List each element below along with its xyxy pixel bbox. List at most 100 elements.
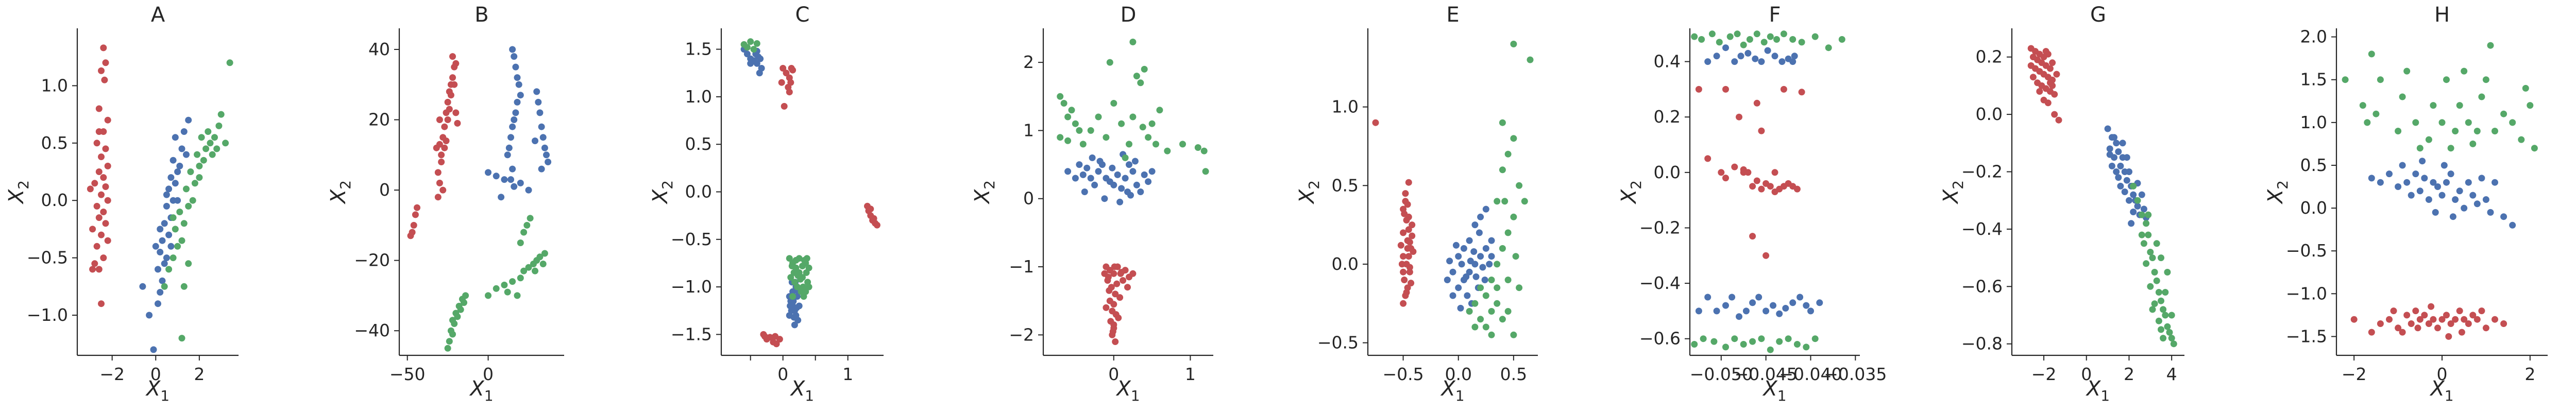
y-axis-label: X2 [649,180,676,204]
series-green [161,59,233,342]
data-point [452,109,460,116]
data-point [439,186,447,194]
panel-f: −0.050−0.045−0.040−0.035 −0.6 −0.4 −0.2 0.0 0… [1617,3,1887,404]
y-axis-label: X2 [1939,180,1967,204]
data-point [1095,113,1102,121]
data-point [1101,195,1108,202]
data-point [1087,175,1094,182]
data-point [1773,36,1780,43]
data-point [1095,168,1102,175]
data-point [2046,65,2054,72]
data-point [1106,287,1113,294]
y-tick-label: 0.4 [1654,52,1681,72]
data-point [189,197,196,204]
data-point [512,109,519,116]
data-point [2368,175,2375,182]
data-point [757,55,764,62]
data-point [1722,302,1729,309]
data-point [1752,55,1759,62]
data-point [1499,119,1506,126]
data-point [539,261,547,267]
data-point [2509,221,2516,229]
data-point [1397,242,1404,249]
data-point [202,145,210,152]
data-point [93,243,100,250]
data-point [509,165,516,173]
data-point [89,226,96,233]
data-point [2153,240,2160,247]
data-point [183,151,190,158]
data-point [787,302,794,310]
data-point [2458,329,2465,336]
data-point [527,215,534,222]
panel-title: C [795,3,810,27]
data-point [91,260,98,267]
y-tick-label: −2 [1009,324,1034,345]
data-point [2492,316,2498,323]
data-point [1504,308,1512,315]
data-point [1704,58,1711,65]
data-point [2452,196,2459,203]
data-point [207,140,214,147]
data-point [2487,209,2494,216]
data-point [447,92,454,99]
x-axis-label-subscript: 1 [2445,387,2454,404]
y-axis-label: X2 [327,180,354,204]
data-point [180,128,188,135]
data-point [1749,233,1756,240]
data-point [517,179,524,186]
data-point [511,116,518,123]
data-point [1141,65,1148,73]
data-point [2395,128,2402,134]
data-point [1120,277,1127,284]
data-point [1700,335,1707,342]
data-point [520,267,528,274]
x-tick-label: 2 [2524,364,2535,384]
data-point [1758,335,1765,342]
y-axis-label-subscript: 2 [1306,180,1323,190]
data-point [178,145,185,152]
data-point [2518,136,2525,143]
data-point [2138,211,2145,218]
data-point [93,140,100,147]
data-point [1767,346,1774,353]
data-point [1129,39,1137,45]
data-point [2403,179,2411,186]
data-point [2509,119,2516,126]
data-point [2465,179,2472,186]
x-tick-label: 2 [2124,364,2134,384]
data-point [1466,237,1473,244]
data-point [2134,197,2141,204]
data-point [2053,71,2060,78]
y-axis-label: X2 [1617,180,1645,204]
data-point [2441,162,2448,169]
data-point [2478,175,2485,182]
x-tick-label: 0 [2081,364,2092,384]
data-point [2482,76,2489,83]
series-red [1372,119,1417,307]
data-point [1755,294,1762,301]
data-point [1083,164,1091,171]
series-red [1101,263,1137,345]
data-point [536,109,544,116]
data-point [1401,210,1408,217]
data-point [91,180,98,187]
data-point [1112,290,1119,298]
data-point [1133,181,1140,188]
data-point [2377,179,2384,186]
data-point [1477,316,1484,323]
data-point [1780,85,1787,93]
x-axis-label-subscript: 1 [805,387,814,404]
data-point [2425,320,2432,327]
data-point [1501,198,1509,205]
data-point [2500,320,2507,327]
data-point [493,285,500,292]
data-point [98,191,105,198]
data-point [1068,107,1075,114]
series-green [740,38,812,300]
data-point [2377,76,2384,83]
data-point [1060,100,1067,107]
data-point [441,123,448,130]
data-point [1164,147,1171,154]
series-green [1691,30,1845,353]
